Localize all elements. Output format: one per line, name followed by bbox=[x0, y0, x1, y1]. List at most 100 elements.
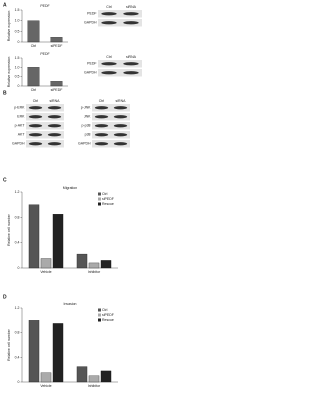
bar bbox=[27, 67, 40, 87]
blot-column-label: Ctrl bbox=[106, 5, 112, 9]
blot-strip bbox=[98, 19, 142, 27]
blot-band bbox=[123, 62, 139, 66]
y-tick-label: 0.8 bbox=[15, 215, 20, 219]
bar bbox=[76, 366, 88, 383]
blot-band bbox=[123, 21, 139, 25]
chart-title: Migration bbox=[63, 186, 77, 190]
blot-band bbox=[47, 115, 62, 119]
x-tick-label: Vehicle bbox=[40, 270, 51, 274]
bar bbox=[40, 372, 52, 383]
blot-strip bbox=[26, 104, 64, 112]
y-tick-label: 1.2 bbox=[15, 306, 20, 310]
legend-swatch bbox=[98, 313, 101, 317]
blot-band bbox=[113, 142, 128, 146]
legend-swatch bbox=[98, 318, 101, 322]
blot-column-label: siRNA bbox=[126, 5, 137, 9]
blot-band bbox=[101, 12, 117, 16]
blot-band bbox=[113, 106, 128, 110]
x-tick-label: Ctrl bbox=[31, 88, 37, 92]
chart-title: Invasion bbox=[63, 302, 76, 306]
y-axis-label: Relative cell number bbox=[7, 213, 11, 246]
bar bbox=[40, 258, 52, 269]
blot-column-label: siRNA bbox=[126, 55, 137, 59]
x-tick-label: siPEDF bbox=[51, 44, 63, 48]
blot-band bbox=[47, 133, 62, 137]
bar bbox=[100, 370, 112, 383]
blot-band bbox=[28, 124, 43, 128]
legend-swatch bbox=[98, 202, 101, 206]
y-axis-label: Relative cell number bbox=[7, 328, 11, 361]
blot-band bbox=[94, 124, 109, 128]
legend-label: Rescue bbox=[102, 202, 114, 206]
blot-band bbox=[94, 106, 109, 110]
blot-band bbox=[113, 133, 128, 137]
blot-strip bbox=[92, 104, 130, 112]
blot-band bbox=[94, 142, 109, 146]
x-tick-label: Vehicle bbox=[40, 384, 51, 388]
bar bbox=[50, 81, 63, 87]
blot-strip bbox=[92, 113, 130, 121]
legend-label: Ctrl bbox=[102, 192, 108, 196]
blot-strip bbox=[26, 122, 64, 130]
legend-label: Ctrl bbox=[102, 308, 108, 312]
y-tick-label: 1.5 bbox=[15, 56, 20, 60]
blot-band bbox=[47, 124, 62, 128]
figure: A B C D PEDF Relative expression 0 0.5 1.0 1.5 Ctr… bbox=[3, 2, 142, 388]
blot-band bbox=[94, 115, 109, 119]
blot-row-label: PEDF bbox=[87, 12, 96, 16]
blot-strip bbox=[26, 113, 64, 121]
blot-band bbox=[28, 115, 43, 119]
blot-row-label: GAPDH bbox=[78, 142, 91, 146]
y-tick-label: 0.5 bbox=[15, 29, 20, 33]
blot-row-label: p-JNK bbox=[81, 106, 91, 110]
blot-band bbox=[101, 62, 117, 66]
blot-row-label: p-p38 bbox=[82, 124, 91, 128]
y-tick-label: 0 bbox=[18, 380, 20, 384]
bar bbox=[27, 20, 40, 43]
y-tick-label: 0 bbox=[18, 266, 20, 270]
blot-row-label: GAPDH bbox=[12, 142, 25, 146]
legend-swatch bbox=[98, 308, 101, 312]
blot-row-label: ERK bbox=[17, 115, 25, 119]
blot-row-label: GAPDH bbox=[84, 21, 97, 25]
blot-column-label: Ctrl bbox=[33, 99, 39, 103]
legend-swatch bbox=[98, 197, 101, 201]
blot-band bbox=[28, 133, 43, 137]
blot-strip bbox=[92, 131, 130, 139]
y-tick-label: 0.5 bbox=[15, 75, 20, 79]
y-tick-label: 1.5 bbox=[15, 8, 20, 12]
bar bbox=[88, 375, 100, 383]
y-tick-label: 1.0 bbox=[15, 19, 20, 23]
blot-band bbox=[101, 21, 117, 25]
blot-band bbox=[47, 106, 62, 110]
blot-band bbox=[101, 71, 117, 75]
y-tick-label: 1.0 bbox=[15, 65, 20, 69]
panel-letter: B bbox=[3, 90, 7, 96]
blot-column-label: Ctrl bbox=[106, 55, 112, 59]
bar bbox=[50, 37, 63, 43]
blot-column-label: Ctrl bbox=[99, 99, 105, 103]
blot-row-label: p38 bbox=[85, 133, 91, 137]
blot-strip bbox=[92, 122, 130, 130]
blot-strip bbox=[98, 10, 142, 18]
bar bbox=[88, 262, 100, 269]
blot-band bbox=[113, 124, 128, 128]
y-axis-label: Relative expression bbox=[7, 57, 11, 88]
x-tick-label: Inhibitor bbox=[88, 270, 101, 274]
blot-column-label: siRNA bbox=[50, 99, 61, 103]
bar bbox=[52, 214, 64, 269]
bar bbox=[28, 320, 40, 383]
blot-strip bbox=[98, 60, 142, 68]
blot-row-label: PEDF bbox=[87, 62, 96, 66]
y-tick-label: 0 bbox=[18, 84, 20, 88]
y-tick-label: 0.8 bbox=[15, 331, 20, 335]
legend-label: siPEDF bbox=[102, 197, 114, 201]
blot-band bbox=[28, 142, 43, 146]
blot-strip bbox=[98, 69, 142, 77]
blot-band bbox=[123, 12, 139, 16]
blot-row-label: p-AKT bbox=[15, 124, 26, 128]
chart-title: PEDF bbox=[40, 4, 49, 8]
bar bbox=[100, 260, 112, 269]
blot-strip bbox=[92, 140, 130, 148]
panel-letter: C bbox=[3, 177, 7, 183]
